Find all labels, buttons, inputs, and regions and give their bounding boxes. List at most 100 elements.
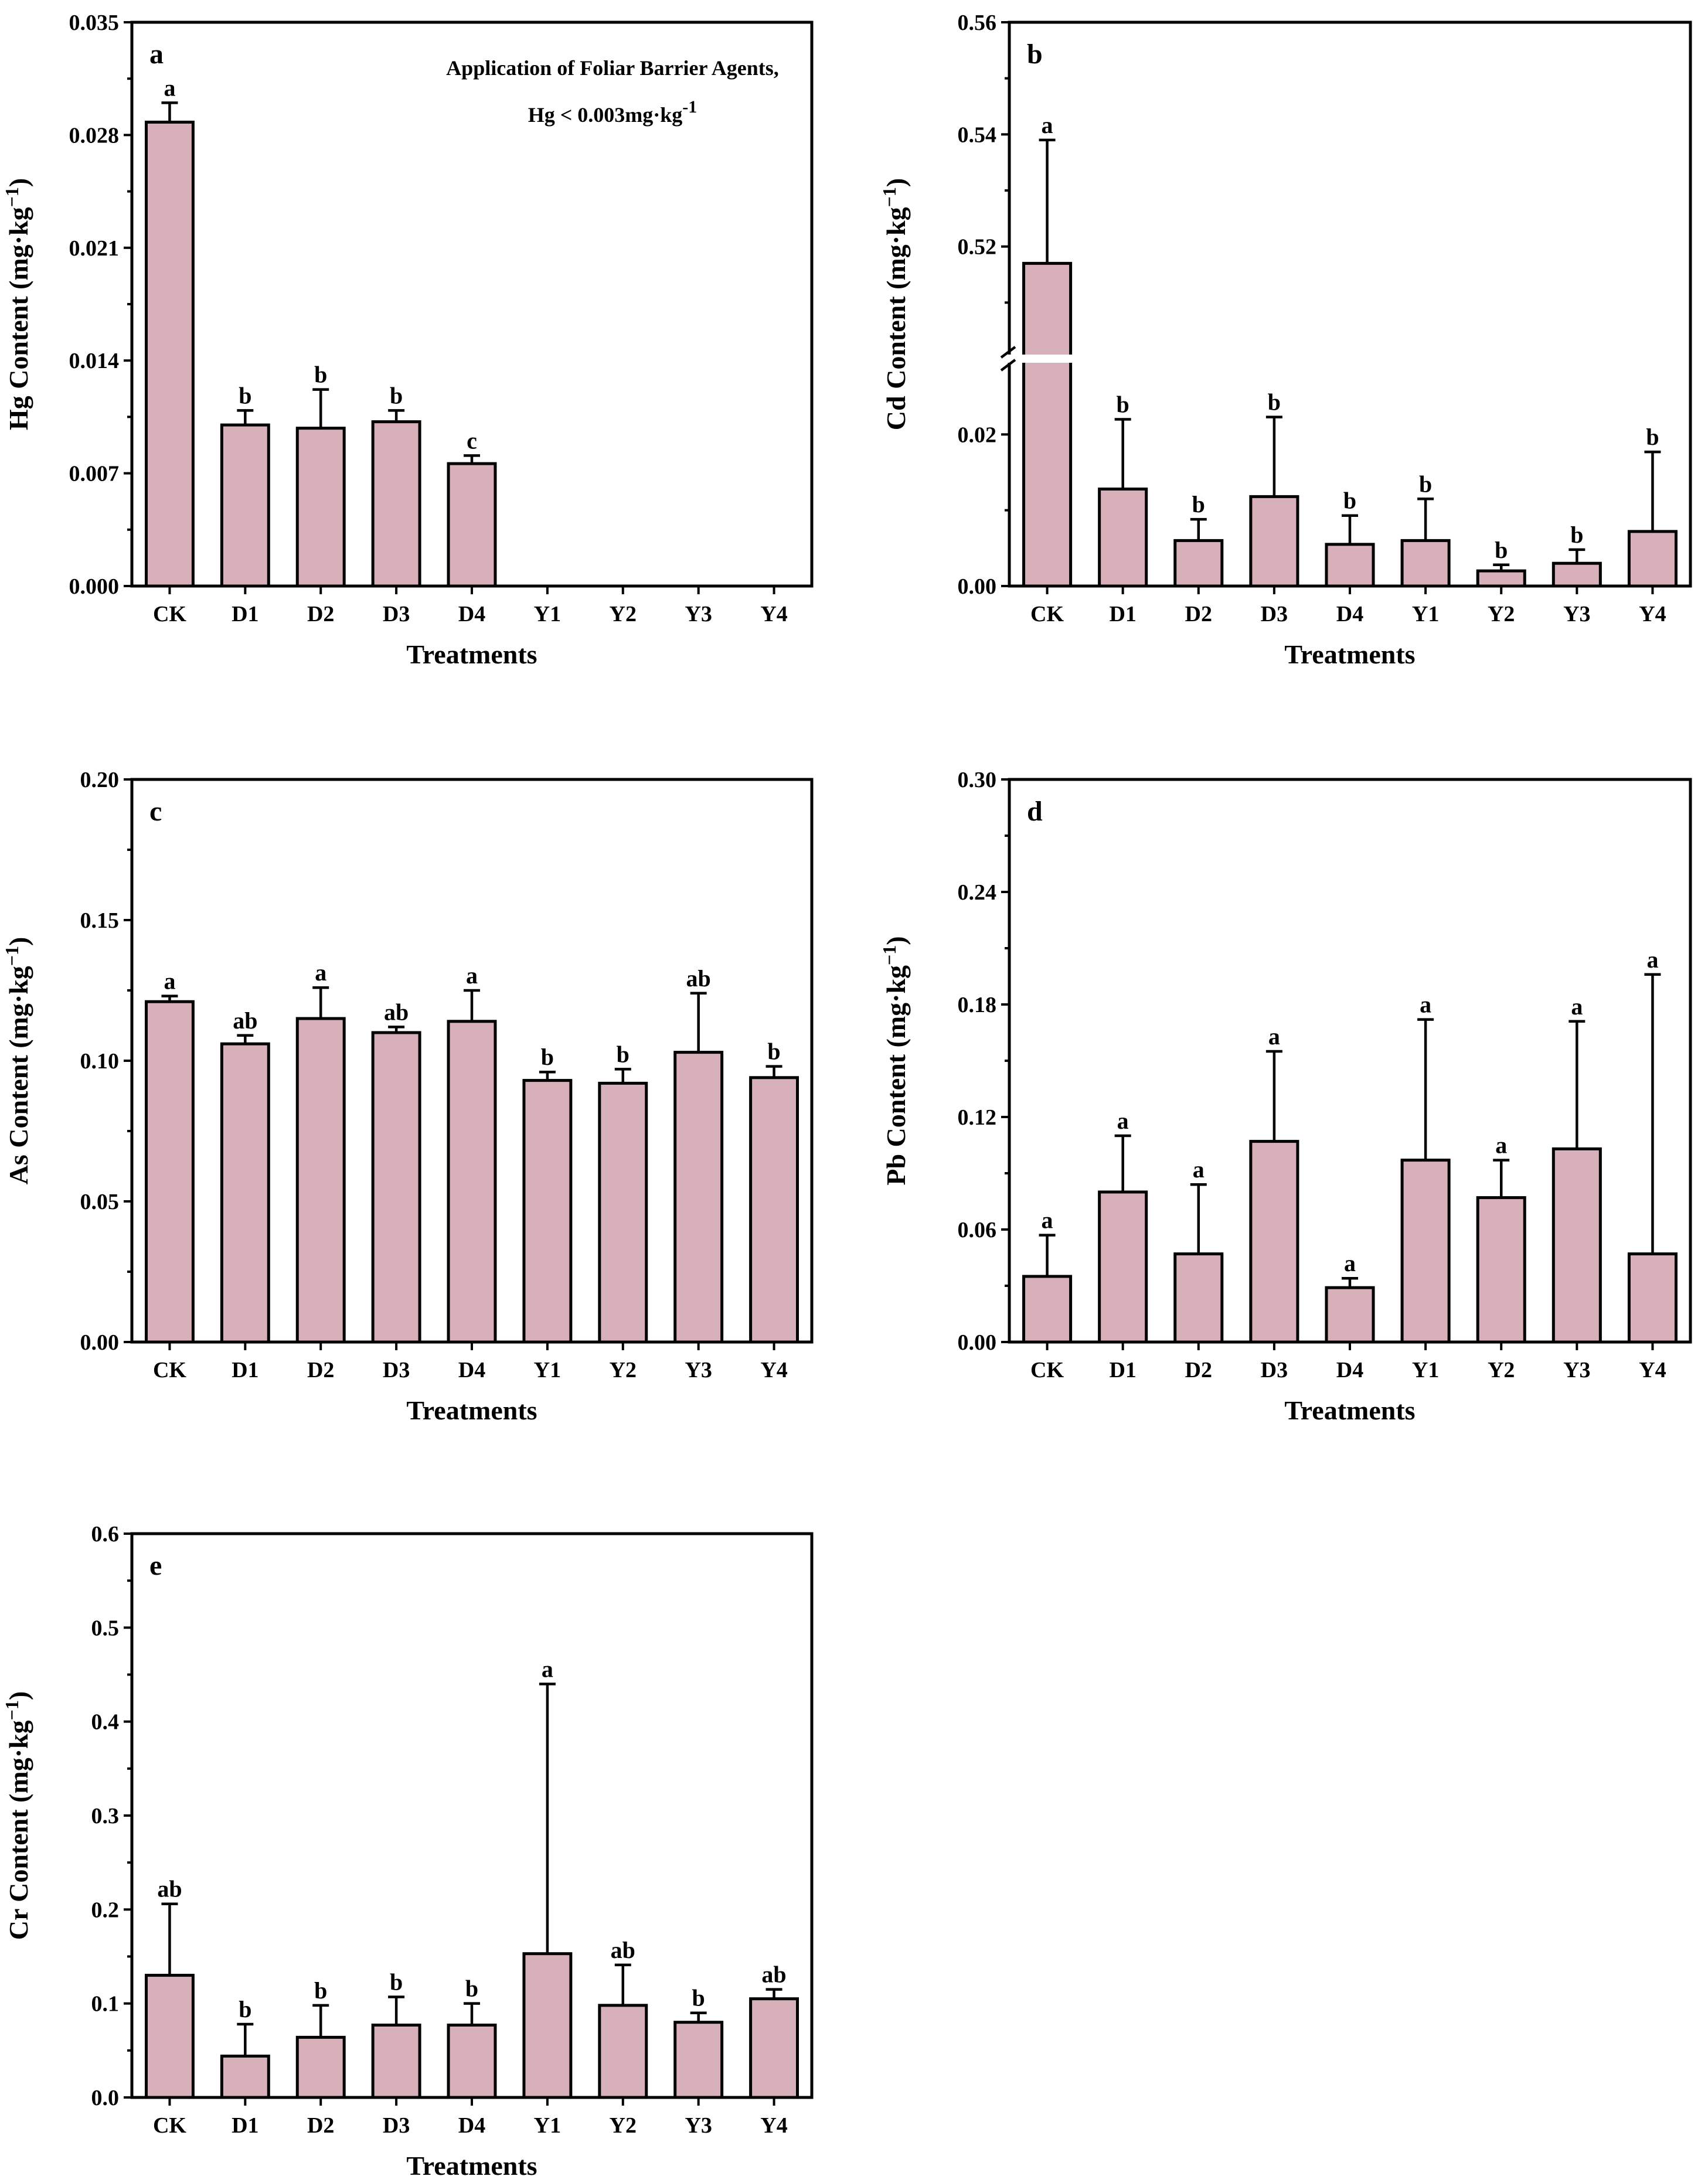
bar (295, 1017, 346, 1344)
x-tick-label: Y1 (534, 2113, 561, 2138)
y-axis-title-main: Cr Content (mg·kg (4, 1720, 33, 1940)
x-tick-label: D3 (383, 2113, 410, 2138)
x-tick-label: Y2 (1488, 1358, 1515, 1382)
y-tick-label: 0.4 (91, 1710, 120, 1735)
bar (598, 2004, 648, 2099)
bar (673, 2021, 724, 2099)
panel-label: a (149, 39, 164, 70)
x-tick-label: Y4 (760, 2113, 787, 2138)
x-tick-label: D4 (1336, 602, 1363, 626)
y-axis-title-close: ) (881, 936, 911, 945)
bar (295, 2035, 346, 2099)
y-axis-title-main: As Content (mg·kg (4, 966, 33, 1184)
x-tick-label: Y3 (1563, 602, 1590, 626)
plot-frame (1008, 778, 1692, 1344)
x-tick-label: D1 (232, 1358, 258, 1382)
y-axis-title-sup: −1 (1, 1700, 22, 1720)
significance-label: ab (761, 1961, 786, 1988)
significance-label: a (315, 959, 326, 986)
x-tick-label: CK (1030, 602, 1064, 626)
plot-frame (130, 1532, 814, 2099)
x-tick-label: Y4 (1639, 1358, 1666, 1382)
significance-label: ab (233, 1007, 257, 1034)
bar (1476, 569, 1526, 588)
y-tick-label: 0.035 (69, 11, 120, 35)
panel-label: d (1027, 796, 1043, 827)
x-tick-label: D4 (458, 1358, 485, 1382)
x-axis-title: Treatments (1284, 639, 1415, 669)
annotation-sup: -1 (682, 97, 697, 117)
bar (1400, 539, 1451, 588)
bar (447, 2024, 497, 2099)
significance-label: b (541, 1044, 554, 1070)
bar (598, 1081, 648, 1344)
x-tick-label: D1 (1109, 1358, 1136, 1382)
y-tick-label: 0.20 (80, 768, 120, 792)
significance-label: a (164, 74, 175, 101)
bar (447, 462, 497, 588)
plot-frame (1008, 21, 1692, 588)
x-tick-label: D2 (1185, 602, 1212, 626)
significance-label: b (1419, 471, 1432, 497)
y-tick-label: 0.54 (958, 122, 997, 147)
y-axis-title-close: ) (4, 178, 33, 187)
y-axis-title-sup: −1 (879, 945, 900, 965)
y-axis-title: Pb Content (mg·kg−1) (879, 936, 911, 1185)
significance-label: a (1495, 1132, 1507, 1159)
y-tick-label: 0.007 (69, 462, 120, 486)
y-axis-title-sup: −1 (879, 187, 900, 207)
plot-frame (130, 21, 814, 588)
bar (1325, 543, 1375, 588)
axis-break-gap (1021, 355, 1073, 363)
significance-label: b (692, 1985, 705, 2011)
x-tick-label: Y2 (1488, 602, 1515, 626)
bar (1098, 1190, 1148, 1344)
bar (371, 1031, 421, 1344)
x-tick-label: D2 (307, 602, 334, 626)
bar (1249, 495, 1299, 588)
y-tick-label: 0.12 (958, 1105, 997, 1130)
x-tick-label: CK (153, 602, 186, 626)
x-tick-label: D3 (383, 1358, 410, 1382)
significance-label: a (164, 968, 175, 995)
x-tick-label: Y4 (760, 602, 787, 626)
x-tick-label: D2 (307, 1358, 334, 1382)
significance-label: a (1268, 1023, 1280, 1050)
chart-panel-b: 0.00 0.02 0.52 0.54 0.56 CK D1 D2 D3 D4 Y1 Y2 Y3 Y4 Tr… (879, 11, 1692, 669)
y-tick-label: 0.02 (958, 423, 997, 447)
y-axis-title-main: Cd Content (mg·kg (881, 207, 911, 430)
chart-panel-a: 0.000 0.007 0.014 0.021 0.028 0.035 CK D1 D2 D3 D4… (1, 11, 814, 669)
y-tick-label: 0.00 (80, 1330, 120, 1355)
y-tick-label: 0.1 (91, 1992, 120, 2017)
y-tick-label: 0.56 (958, 11, 997, 35)
y-tick-label: 0.00 (958, 574, 997, 599)
annotation-line-1: Application of Foliar Barrier Agents, (446, 56, 779, 80)
axis-break-mark (1000, 346, 1016, 359)
significance-label: a (1117, 1108, 1129, 1134)
y-axis-title-close: ) (881, 178, 911, 187)
significance-label: ab (686, 965, 711, 992)
significance-label: b (1117, 391, 1129, 417)
x-tick-label: Y1 (534, 602, 561, 626)
bar (220, 2054, 270, 2099)
y-axis-title-close: ) (4, 937, 33, 946)
x-tick-label: D1 (1109, 602, 1136, 626)
significance-label: b (239, 1996, 251, 2022)
significance-label: a (1646, 946, 1658, 973)
panel-label: c (149, 796, 162, 827)
significance-label: b (465, 1976, 478, 2002)
bar (1400, 1159, 1451, 1344)
bar (1627, 1252, 1678, 1344)
x-tick-label: D2 (1185, 1358, 1212, 1382)
y-tick-label: 0.0 (91, 2086, 120, 2110)
significance-label: b (617, 1041, 630, 1067)
y-tick-label: 0.30 (958, 768, 997, 792)
x-tick-label: D4 (458, 2113, 485, 2138)
significance-label: ab (384, 999, 409, 1025)
x-tick-label: Y1 (1412, 602, 1439, 626)
significance-label: a (1344, 1250, 1356, 1276)
bar (220, 423, 270, 588)
y-tick-label: 0.15 (80, 908, 120, 933)
bar (1022, 261, 1073, 588)
bar (1552, 561, 1602, 588)
